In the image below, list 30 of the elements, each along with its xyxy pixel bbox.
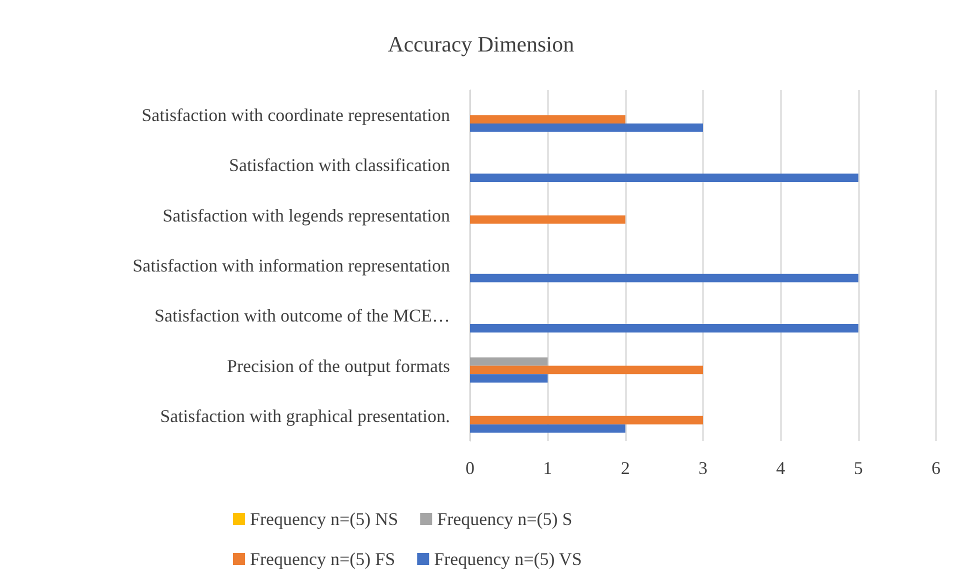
legend-label: Frequency n=(5) S [437,509,572,529]
x-tick-label: 6 [932,458,940,478]
bar [470,215,626,224]
bar [470,123,703,132]
x-tick-label: 5 [854,458,863,478]
y-tick-label: Satisfaction with coordinate representation [142,105,450,126]
x-tick-label: 2 [620,458,630,478]
legend-label: Frequency n=(5) FS [250,549,396,569]
bar [470,424,626,433]
bar [470,324,858,332]
bar [470,174,858,182]
y-tick-label: Satisfaction with legends representation [162,205,450,226]
bar [470,115,626,124]
legend-label: Frequency n=(5) NS [250,509,398,529]
bar [470,374,548,383]
bar [470,366,703,374]
legend-label: Frequency n=(5) VS [434,549,582,569]
y-tick-label: Precision of the output formats [227,356,450,376]
y-tick-label: Satisfaction with classification [229,155,450,176]
y-tick-label: Satisfaction with outcome of the MCE… [154,306,450,326]
y-tick-label: Satisfaction with information representation [132,256,450,276]
bar [470,357,548,366]
bar [470,274,858,282]
bar [470,416,703,424]
x-tick-label: 3 [698,458,708,478]
y-tick-label: Satisfaction with graphical presentation. [160,406,450,426]
x-tick-label: 1 [543,458,552,478]
x-tick-label: 0 [466,458,474,478]
chart-title: Accuracy Dimension [388,32,574,56]
x-tick-label: 4 [776,458,786,478]
